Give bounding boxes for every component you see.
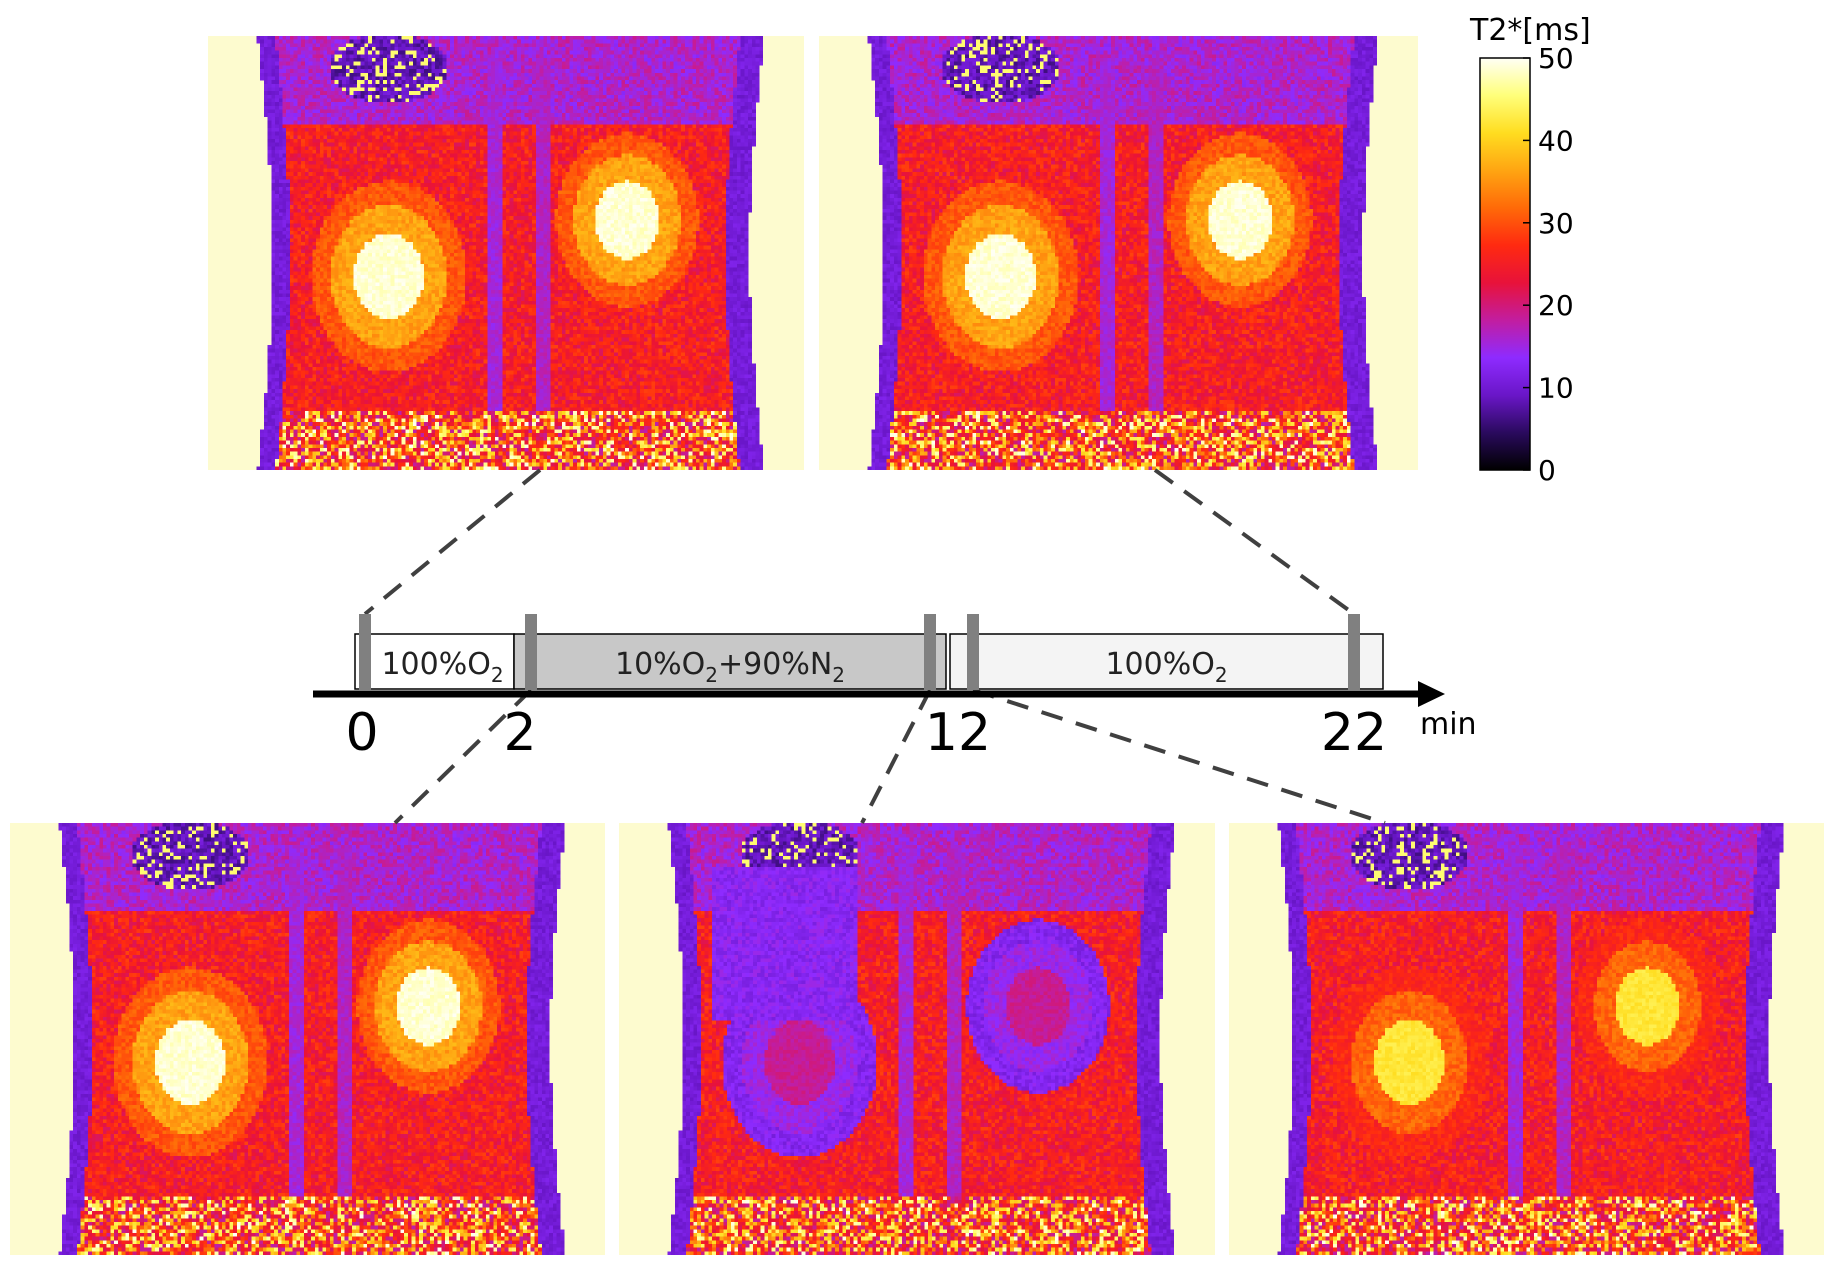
timeline-marker: [967, 614, 979, 690]
colorbar-tick-label: 10: [1538, 372, 1574, 405]
colorbar-tick-label: 50: [1538, 42, 1574, 75]
timeline-tick-label: 0: [345, 703, 378, 763]
timeline: 100%O2 10%O2+90%N2 100%O2 0 2 12 22 min: [313, 614, 1477, 763]
colorbar-tick-label: 30: [1538, 207, 1574, 240]
colorbar-tick-label: 0: [1538, 454, 1556, 487]
timeline-phases: 100%O2 10%O2+90%N2 100%O2: [355, 634, 1383, 689]
colorbar-gradient: [1480, 58, 1530, 470]
connector-line: [862, 690, 930, 823]
colorbar-tick-label: 20: [1538, 289, 1574, 322]
timeline-marker: [525, 614, 537, 690]
timeline-marker: [924, 614, 936, 690]
timeline-tick-labels: 0 2 12 22: [345, 703, 1387, 763]
timeline-phase-label: 100%O2: [381, 647, 503, 687]
connector-line: [365, 470, 540, 614]
timeline-unit: min: [1420, 707, 1477, 742]
timeline-phase-label: 10%O2+90%N2: [615, 647, 845, 687]
timeline-marker: [359, 614, 371, 690]
timeline-tick-label: 2: [503, 703, 536, 763]
colorbar-tick-label: 40: [1538, 124, 1574, 157]
timeline-tick-label: 22: [1321, 703, 1387, 763]
timeline-tick-label: 12: [925, 703, 991, 763]
timeline-arrowhead: [1418, 681, 1445, 707]
timeline-phase-label: 100%O2: [1105, 647, 1227, 687]
timeline-marker: [1348, 614, 1360, 690]
connector-line: [1155, 470, 1354, 614]
